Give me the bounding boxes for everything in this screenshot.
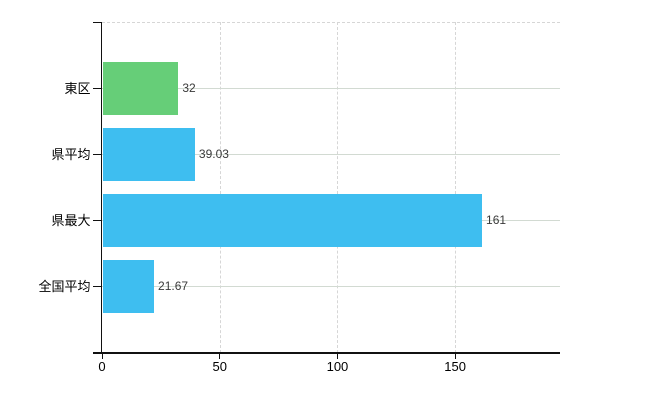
x-axis-tick (101, 353, 103, 359)
bar-県平均 (103, 127, 195, 181)
category-label: 県平均 (51, 146, 91, 162)
category-label: 県最大 (51, 212, 91, 228)
category-label: 東区 (64, 80, 91, 96)
bar-value-label: 32 (182, 81, 196, 96)
y-axis-tick (92, 153, 101, 155)
x-axis-tick (336, 353, 338, 359)
bar-全国平均 (103, 259, 155, 313)
horizontal-gridline (102, 87, 560, 89)
x-axis-tick-label: 0 (98, 358, 106, 374)
y-axis-tick (92, 87, 101, 89)
y-axis-tick (92, 285, 101, 287)
category-label: 全国平均 (38, 278, 91, 294)
bar-value-label: 161 (486, 213, 507, 228)
bar-県最大 (103, 193, 483, 247)
x-axis-line (92, 352, 560, 354)
bar-value-label: 39.03 (198, 147, 229, 162)
x-axis-tick (219, 353, 221, 359)
y-axis-tick (92, 22, 101, 23)
horizontal-gridline (102, 153, 560, 155)
x-axis-tick-label: 50 (212, 358, 227, 374)
vertical-gridline (455, 22, 457, 353)
x-axis-tick-label: 150 (444, 358, 467, 374)
x-axis-tick (454, 353, 456, 359)
y-axis-tick (92, 219, 101, 221)
vertical-gridline (219, 22, 221, 353)
vertical-gridline (337, 22, 339, 353)
horizontal-gridline (102, 285, 560, 287)
bar-value-label: 21.67 (158, 279, 189, 294)
y-axis-line (100, 22, 102, 353)
x-axis-tick-label: 100 (326, 358, 349, 374)
plot-top-border (102, 22, 560, 23)
bar-東区 (103, 61, 179, 115)
